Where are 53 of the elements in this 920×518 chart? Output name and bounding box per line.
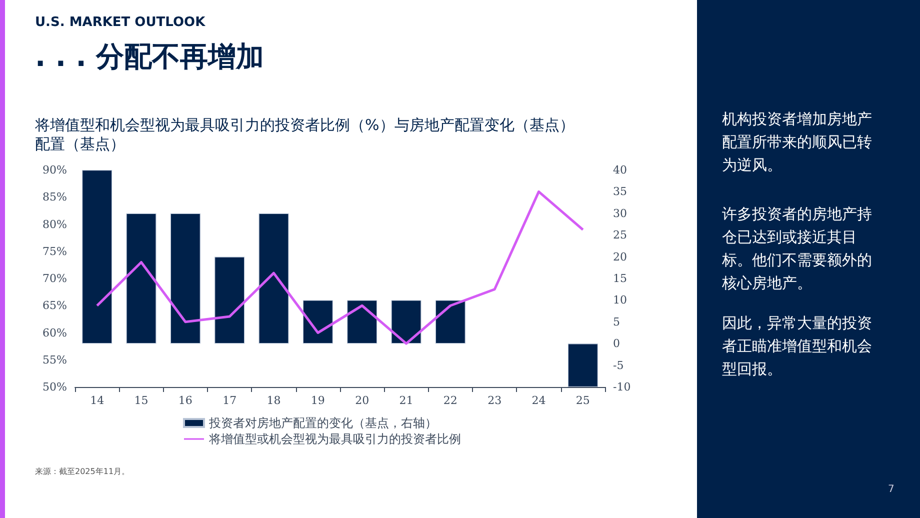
y2-tick-label: 30 — [613, 206, 627, 220]
y2-tick-label: -10 — [613, 380, 631, 394]
bar — [435, 300, 466, 344]
x-tick-label: 25 — [576, 394, 590, 407]
y2-tick-label: 40 — [613, 164, 627, 176]
y-tick-label: 60% — [42, 326, 67, 340]
bar — [214, 256, 245, 344]
bar — [170, 213, 200, 344]
x-tick-label: 14 — [90, 394, 104, 407]
y-tick-label: 70% — [42, 272, 67, 285]
y-tick-label: 75% — [42, 244, 67, 258]
chart-title: . . . 分配不再增加 — [35, 39, 264, 75]
x-tick-label: 24 — [532, 394, 546, 407]
y2-tick-label: 10 — [613, 294, 627, 307]
y2-tick-label: -5 — [613, 358, 624, 372]
y-tick-label: 65% — [42, 299, 67, 312]
source-note: 来源：截至2025年11月。 — [35, 466, 130, 477]
x-tick-label: 18 — [266, 394, 281, 407]
y-tick-label: 50% — [42, 380, 67, 394]
text: 许多投资者的房地产持仓已达到或接近其目标。他们不需要额外的核心房地产。 — [722, 204, 873, 294]
bar — [126, 213, 156, 344]
y2-tick-label: 20 — [613, 250, 627, 264]
y2-tick-label: 5 — [613, 315, 620, 328]
text: 机构投资者增加房地产配置所带来的顺风已转为逆风。 — [722, 109, 873, 176]
text: 因此，异常大量的投资者正瞄准增值型和机会型回报。 — [722, 313, 873, 380]
x-tick-label: 22 — [443, 394, 458, 407]
bar — [347, 300, 378, 344]
x-tick-label: 20 — [355, 394, 370, 407]
y2-tick-label: 25 — [613, 228, 627, 242]
legend-label: 将增值型或机会型视为最具吸引力的投资者比例 — [208, 432, 461, 446]
bar — [302, 300, 333, 344]
legend-label: 投资者对房地产配置的变化（基点，右轴） — [208, 416, 437, 430]
x-tick-label: 19 — [310, 394, 325, 407]
y-tick-label: 85% — [42, 190, 67, 204]
y2-tick-label: 0 — [613, 337, 620, 350]
bar — [568, 344, 598, 387]
bar — [82, 170, 112, 344]
x-tick-label: 17 — [222, 394, 237, 407]
y-tick-label: 90% — [42, 164, 67, 176]
x-tick-label: 23 — [488, 394, 502, 407]
x-tick-label: 16 — [178, 394, 192, 407]
y-tick-label: 80% — [42, 218, 67, 231]
bar — [391, 300, 422, 344]
x-tick-label: 15 — [134, 394, 148, 407]
y-tick-label: 55% — [42, 353, 67, 366]
text: U.S. MARKET OUTLOOK — [35, 15, 206, 30]
text: 7 — [888, 484, 894, 495]
x-tick-label: 21 — [399, 394, 414, 407]
chart-subtitle: 将增值型和机会型视为最具吸引力的投资者比例（%）与房地产配置变化（基点）配置（基点） — [35, 116, 575, 154]
y2-tick-label: 15 — [613, 272, 627, 285]
bar — [258, 213, 289, 344]
y2-tick-label: 35 — [613, 185, 627, 198]
line-series — [96, 190, 584, 345]
